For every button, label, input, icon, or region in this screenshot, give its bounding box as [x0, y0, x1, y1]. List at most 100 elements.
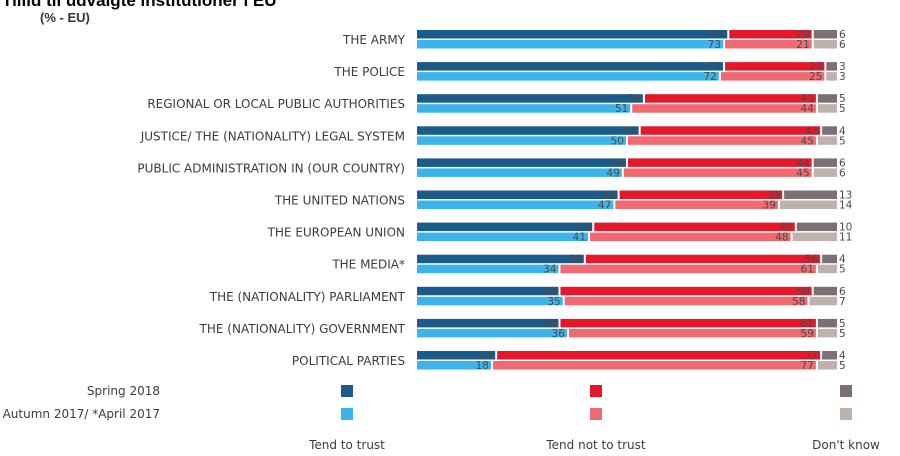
not_trust-bar — [725, 62, 825, 71]
category-label: PUBLIC ADMINISTRATION IN (OUR COUNTRY) — [137, 161, 405, 175]
dont_know-bar — [792, 232, 837, 242]
dont_know-value: 4 — [839, 350, 846, 362]
dont_know-bar — [813, 40, 837, 49]
dont_know-bar — [817, 104, 837, 113]
legend-swatch — [840, 385, 852, 397]
not_trust-value: 39 — [767, 190, 780, 202]
not_trust-value: 41 — [801, 93, 814, 105]
dont_know-value: 5 — [839, 264, 846, 276]
trust-value: 73 — [708, 39, 721, 51]
legend-swatch — [341, 385, 353, 397]
not_trust-bar — [729, 30, 812, 39]
not_trust-value: 21 — [796, 39, 809, 51]
dont_know-value: 4 — [839, 125, 846, 137]
not_trust-bar — [628, 136, 816, 145]
not_trust-bar — [632, 104, 816, 113]
dont_know-bar — [822, 126, 837, 135]
dont_know-value: 7 — [839, 296, 846, 308]
trust-value: 36 — [552, 328, 566, 340]
not_trust-bar — [564, 296, 808, 306]
dont_know-value: 5 — [839, 93, 846, 105]
dont_know-value: 3 — [839, 61, 846, 73]
legend-period-label: Spring 2018 — [87, 384, 160, 398]
legend-category-label: Don't know — [812, 438, 880, 452]
trust-bar — [417, 190, 618, 199]
chart-subtitle: (% - EU) — [40, 10, 90, 25]
not_trust-bar — [720, 72, 825, 81]
category-label: THE EUROPEAN UNION — [267, 226, 405, 240]
legend-category-label: Tend to trust — [308, 438, 385, 452]
not_trust-bar — [492, 361, 816, 370]
trust-bar — [417, 158, 626, 167]
not_trust-bar — [725, 40, 812, 49]
not_trust-value: 24 — [809, 61, 823, 73]
dont_know-value: 11 — [839, 232, 852, 244]
dont_know-value: 6 — [839, 39, 846, 51]
not_trust-value: 45 — [796, 167, 809, 179]
dont_know-bar — [779, 200, 837, 209]
trust-value: 53 — [623, 125, 636, 137]
trust-bar — [417, 328, 567, 338]
legend-swatch — [590, 408, 602, 420]
category-label: POLITICAL PARTIES — [292, 354, 405, 368]
not_trust-value: 48 — [775, 232, 788, 244]
trust-value: 34 — [543, 318, 557, 330]
category-label: REGIONAL OR LOCAL PUBLIC AUTHORITIES — [147, 97, 405, 111]
trust-value: 51 — [615, 103, 628, 115]
dont_know-bar — [817, 264, 837, 274]
dont_know-value: 5 — [839, 360, 846, 372]
dont_know-value: 6 — [839, 157, 846, 169]
not_trust-bar — [590, 232, 791, 242]
trust-bar — [417, 94, 643, 103]
dont_know-bar — [809, 296, 837, 306]
trust-value: 34 — [543, 286, 557, 298]
trust-bar — [417, 351, 496, 360]
trust-value: 18 — [476, 360, 489, 372]
category-label: JUSTICE/ THE (NATIONALITY) LEGAL SYSTEM — [140, 129, 405, 143]
not_trust-value: 20 — [796, 29, 809, 41]
dont_know-value: 6 — [839, 167, 846, 179]
dont_know-bar — [817, 136, 837, 145]
trust-bar — [417, 72, 719, 81]
category-label: THE MEDIA* — [331, 258, 405, 272]
not_trust-bar — [644, 94, 816, 103]
category-label: THE ARMY — [342, 33, 406, 47]
dont_know-bar — [817, 328, 837, 338]
not_trust-value: 45 — [801, 135, 814, 147]
trust-value: 50 — [611, 157, 624, 169]
not_trust-value: 60 — [796, 286, 809, 298]
trust-bar — [417, 232, 589, 242]
trust-bar — [417, 136, 626, 145]
dont_know-value: 5 — [839, 318, 846, 330]
trust-value: 48 — [602, 190, 615, 202]
trust-bar — [417, 296, 563, 306]
not_trust-value: 58 — [792, 296, 805, 308]
not_trust-bar — [619, 190, 783, 199]
dont_know-value: 5 — [839, 103, 846, 115]
trust-value: 41 — [573, 232, 586, 244]
not_trust-bar — [623, 168, 812, 177]
trust-bar — [417, 264, 559, 274]
not_trust-bar — [640, 126, 821, 135]
not_trust-value: 61 — [801, 264, 814, 276]
not_trust-value: 43 — [805, 125, 818, 137]
not_trust-value: 56 — [805, 254, 819, 266]
legend-swatch — [590, 385, 602, 397]
dont_know-value: 6 — [839, 286, 846, 298]
trust-bar — [417, 254, 584, 264]
chart-title: Tillid til udvalgte institutioner i EU — [2, 0, 277, 10]
dont_know-bar — [796, 222, 837, 232]
trust-value: 72 — [703, 71, 716, 83]
trust-value: 47 — [598, 200, 611, 212]
trust-bar — [417, 318, 559, 328]
legend-swatch — [341, 408, 353, 420]
not_trust-value: 77 — [801, 360, 814, 372]
trust-value: 40 — [568, 254, 581, 266]
not_trust-value: 77 — [805, 350, 818, 362]
not_trust-bar — [497, 351, 821, 360]
dont_know-value: 3 — [839, 71, 846, 83]
trust-value: 73 — [708, 61, 721, 73]
dont_know-bar — [826, 62, 837, 71]
trust-value: 42 — [577, 222, 590, 234]
